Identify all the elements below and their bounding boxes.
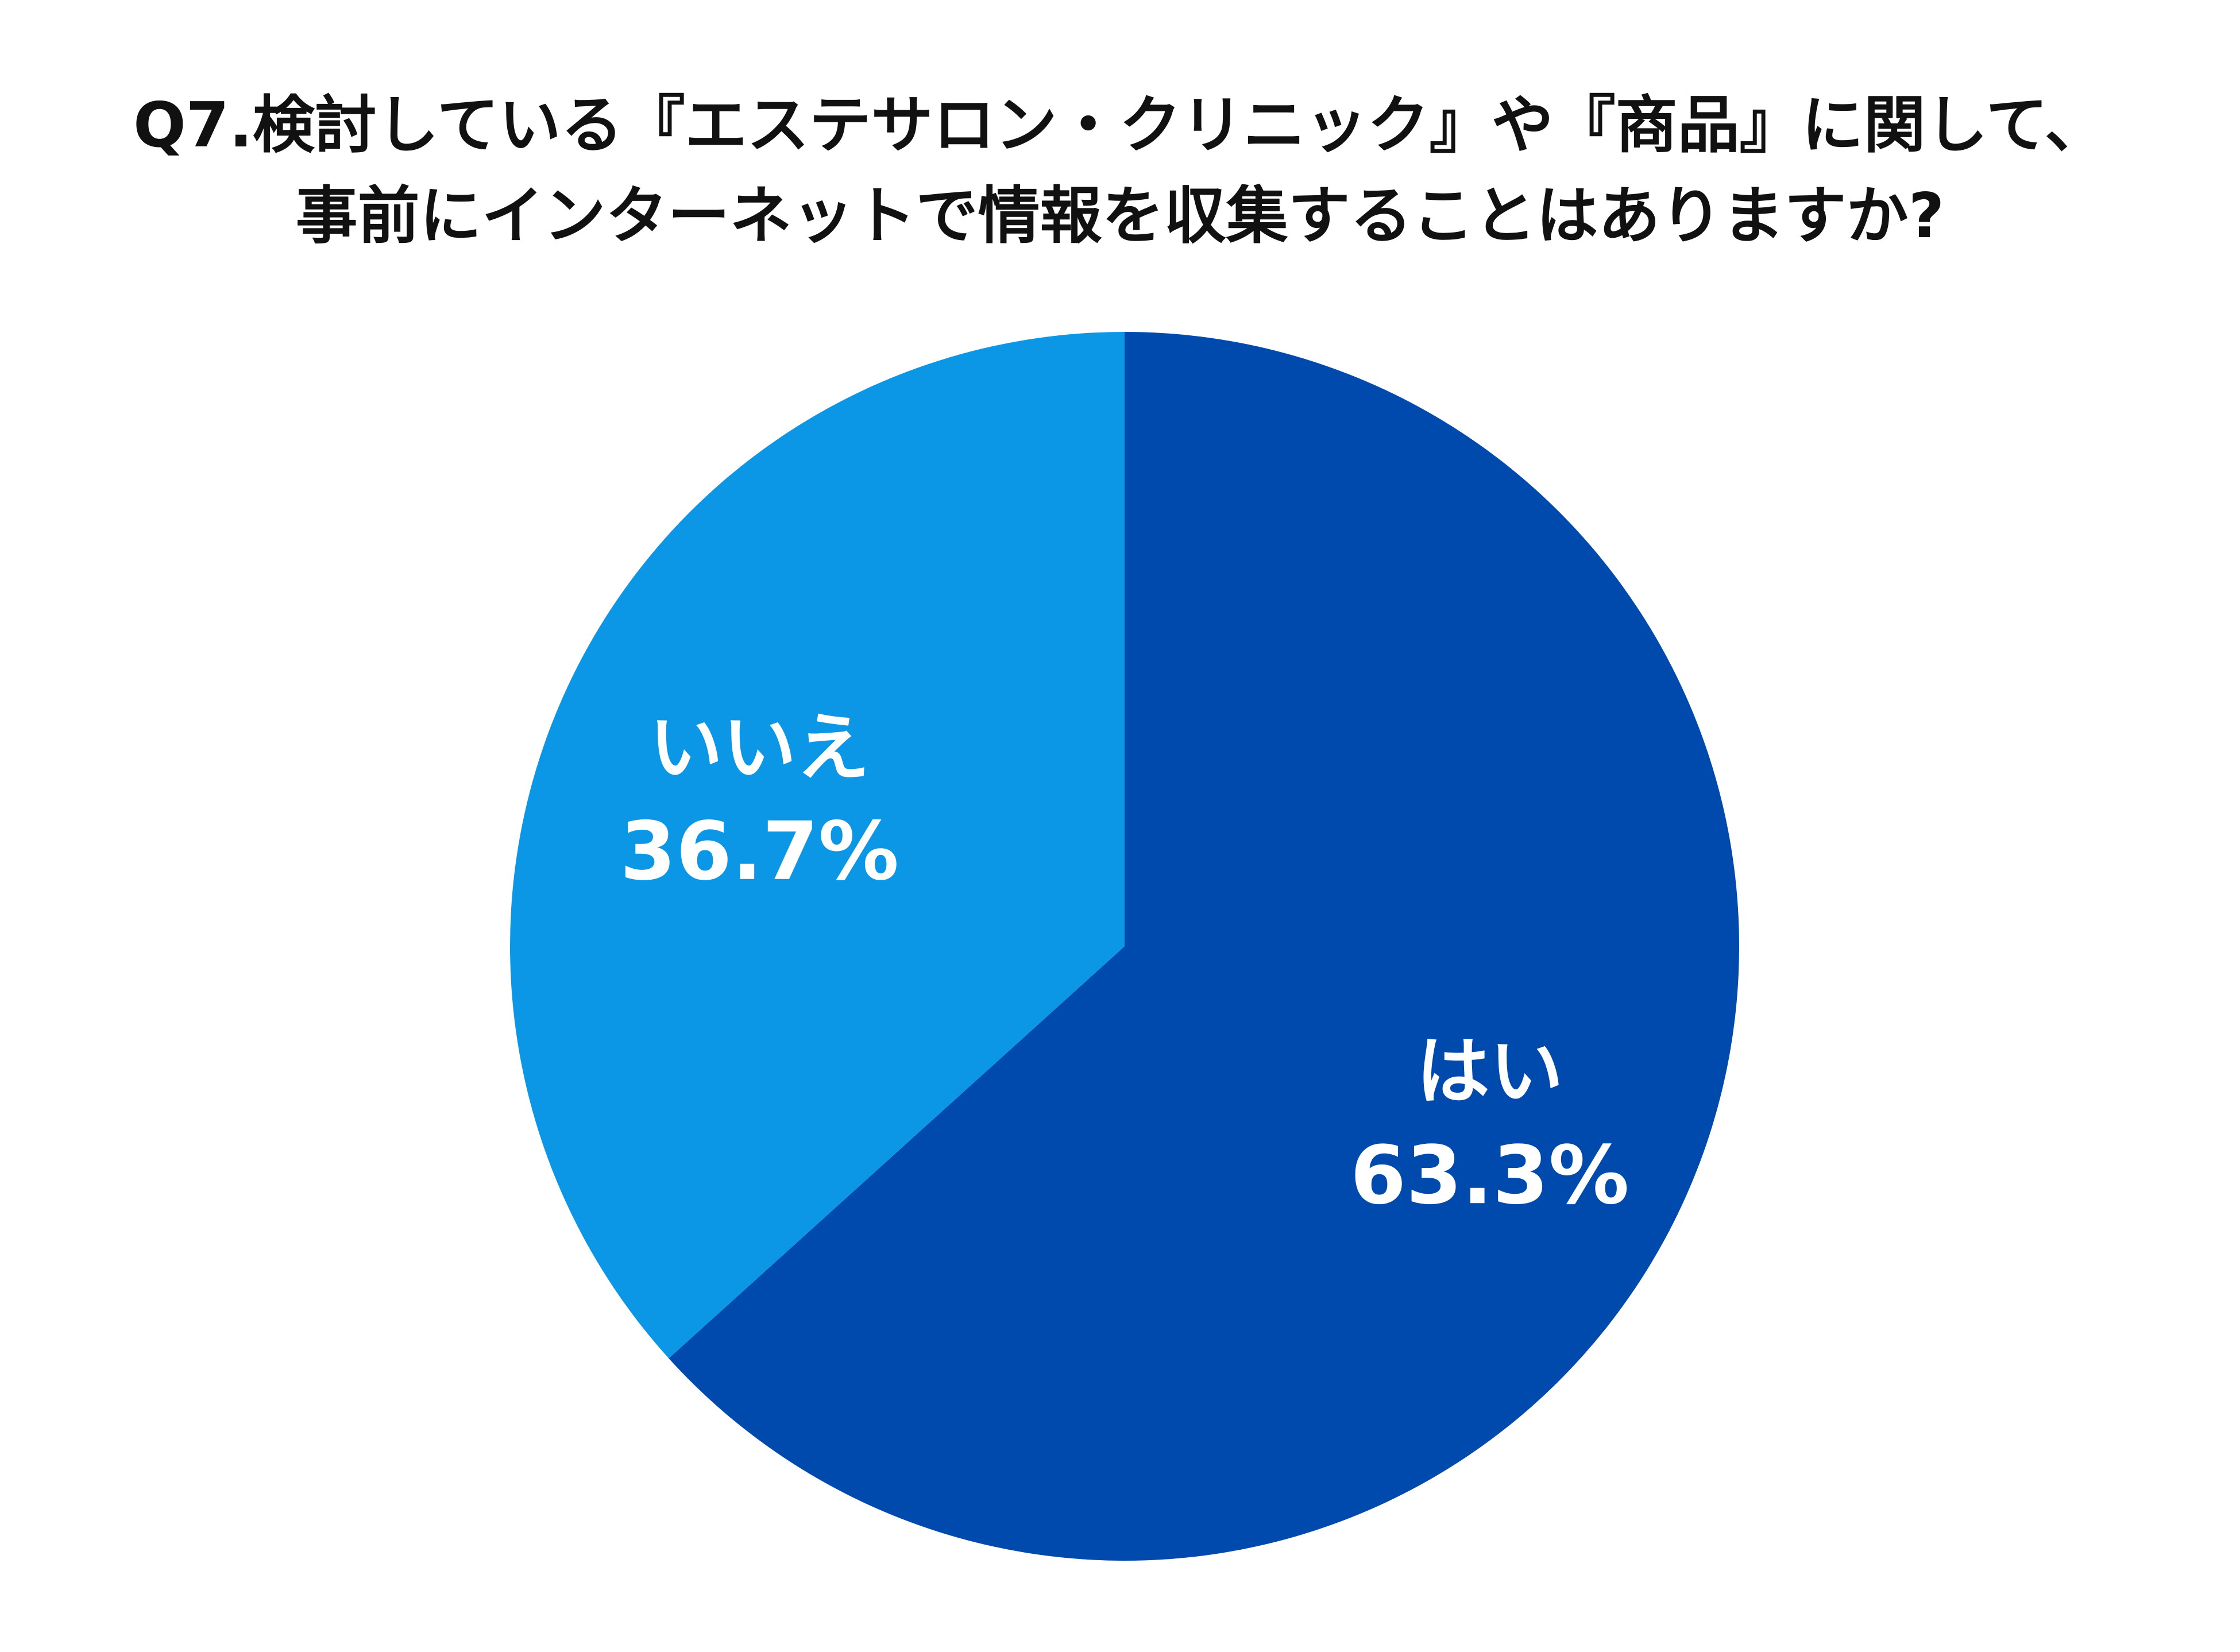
- chart-title-line-2: 事前にインターネットで情報を収集することはありますか?: [295, 180, 1945, 252]
- slice-label-2: いいえ: [649, 705, 870, 791]
- slice-value-label-1: 63.3%: [1350, 1129, 1629, 1222]
- slice-label-1: はい: [1416, 1029, 1563, 1115]
- chart-title-line-1: Q7.検討している『エステサロン・クリニック』や『商品』に関して、: [133, 90, 2107, 161]
- slice-value-label-2: 36.7%: [620, 805, 899, 899]
- chart-title: Q7.検討している『エステサロン・クリニック』や『商品』に関して、 事前にインタ…: [0, 80, 2240, 262]
- pie-slices: [510, 331, 1740, 1561]
- pie-slice-1: [669, 331, 1740, 1561]
- pie-labels: はい 63.3% いいえ 36.7%: [620, 705, 1629, 1222]
- pie-slice-2: [510, 332, 1125, 1359]
